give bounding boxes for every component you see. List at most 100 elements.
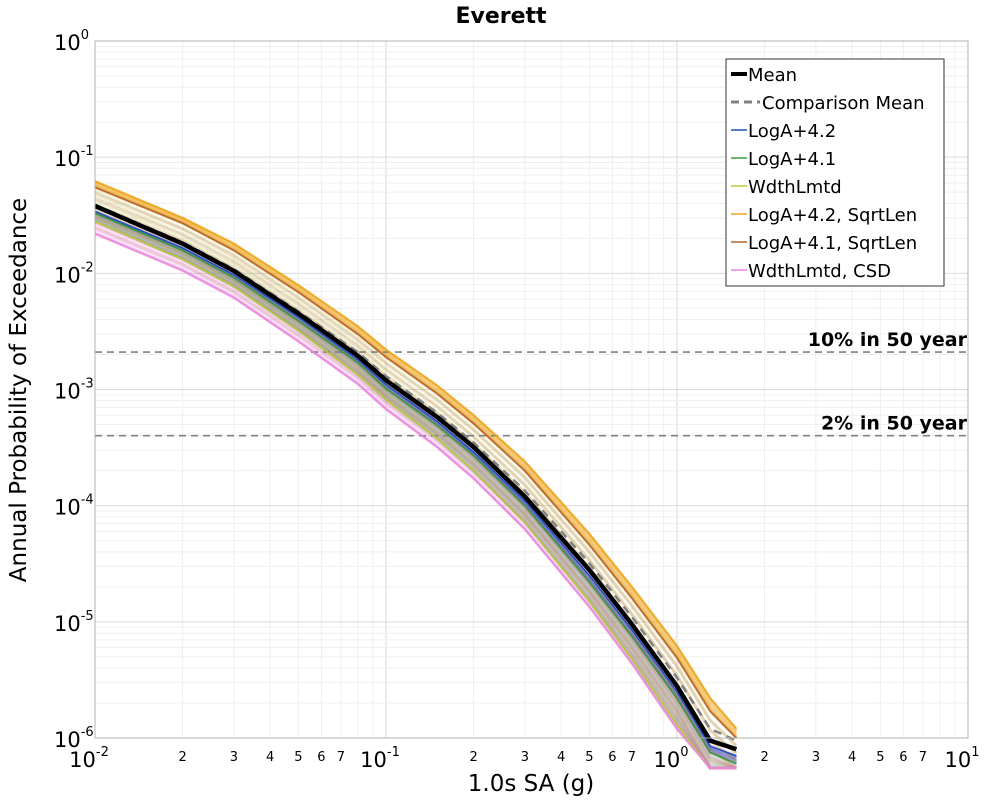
branch-curve <box>94 189 738 748</box>
branch-curve <box>94 209 738 770</box>
branch-curve <box>94 220 737 770</box>
x-minor-tick-label: 3 <box>812 750 820 765</box>
curve-bands <box>94 179 738 770</box>
branch-curve <box>94 232 737 770</box>
branch-curve <box>94 220 737 770</box>
branch-curve <box>94 226 737 770</box>
y-tick-label: 10-1 <box>54 144 94 171</box>
series-line <box>94 203 738 752</box>
branch-curve <box>94 210 737 762</box>
branch-curve <box>94 216 737 770</box>
reference-line-label: 2% in 50 year <box>821 413 968 435</box>
branch-curve <box>94 214 737 770</box>
branch-curve <box>94 223 737 770</box>
x-tick-label: 10-1 <box>360 745 400 772</box>
series-line <box>94 210 737 757</box>
x-minor-tick-label: 5 <box>294 750 302 765</box>
branch-curve <box>94 211 737 763</box>
branch-curve <box>94 211 737 766</box>
x-minor-tick-label: 6 <box>899 750 907 765</box>
branch-curve <box>94 191 738 747</box>
legend-entry: Mean <box>748 65 797 86</box>
x-minor-tick-label: 2 <box>469 750 477 765</box>
branch-curve <box>94 181 738 733</box>
branch-curve <box>94 211 737 764</box>
branch-curve <box>94 220 737 770</box>
series-line <box>94 232 737 769</box>
branch-curve <box>94 221 737 770</box>
branch-curve <box>94 219 737 770</box>
x-minor-tick-label: 3 <box>230 750 238 765</box>
x-minor-tick-label: 7 <box>628 750 636 765</box>
series-line <box>94 220 737 769</box>
branch-curve <box>94 204 738 770</box>
y-tick-label: 10-3 <box>54 377 94 404</box>
legend-entry: WdthLmtd, CSD <box>748 261 891 282</box>
branch-curve <box>94 218 737 770</box>
x-minor-tick-label: 2 <box>760 750 768 765</box>
branch-curve <box>94 215 737 770</box>
x-tick-label: 100 <box>653 745 688 772</box>
legend-entry: Comparison Mean <box>762 93 925 114</box>
branch-curve <box>94 210 737 770</box>
branch-curve <box>94 211 737 766</box>
legend-entry: LogA+4.2 <box>748 121 836 142</box>
branch-curve <box>94 215 737 769</box>
x-minor-tick-label: 4 <box>266 750 274 765</box>
reference-lines: 10% in 50 year 2% in 50 year <box>95 329 968 437</box>
y-tick-label: 100 <box>54 28 89 55</box>
branch-curve <box>94 214 737 770</box>
x-minor-tick-label: 7 <box>337 750 345 765</box>
branch-curve <box>94 182 738 735</box>
branch-curve <box>94 194 738 757</box>
series-line <box>94 186 737 739</box>
branch-curve <box>94 182 738 734</box>
x-minor-tick-label: 3 <box>521 750 529 765</box>
branch-curve <box>94 215 737 770</box>
reference-line-label: 10% in 50 year <box>808 329 968 351</box>
plot-frame <box>94 40 969 739</box>
x-minor-tick-label: 6 <box>608 750 616 765</box>
branch-curve <box>94 210 737 761</box>
branch-curve <box>94 183 738 736</box>
x-tick-label: 10-2 <box>69 745 109 772</box>
branch-curve <box>94 184 738 739</box>
legend-entry: WdthLmtd <box>748 177 842 198</box>
series-line <box>94 212 737 765</box>
legend-box <box>725 58 945 287</box>
branch-curve <box>94 232 737 770</box>
branch-curve <box>94 185 738 738</box>
y-tick-label: 10-6 <box>54 725 94 752</box>
x-minor-tick-label: 6 <box>317 750 325 765</box>
branch-curve <box>94 212 738 770</box>
x-axis-label: 1.0s SA (g) <box>468 771 595 797</box>
x-tick-label: 101 <box>944 745 979 772</box>
legend-entry: LogA+4.2, SqrtLen <box>748 205 917 226</box>
y-tick-label: 10-5 <box>54 609 94 636</box>
branch-curve <box>94 197 738 755</box>
x-minor-tick-label: 5 <box>585 750 593 765</box>
legend: Mean Comparison Mean LogA+4.2 LogA+4.1 WdthL… <box>725 58 945 287</box>
x-minor-tick-label: 2 <box>178 750 186 765</box>
legend-entry: LogA+4.1 <box>748 149 836 170</box>
branch-curve <box>94 184 738 737</box>
x-minor-tick-label: 4 <box>557 750 565 765</box>
y-axis-label: Annual Probability of Exceedance <box>6 198 32 582</box>
y-tick-label: 10-2 <box>54 260 94 287</box>
chart-title: Everett <box>455 4 547 29</box>
series-line <box>94 203 737 742</box>
series-line <box>94 180 737 730</box>
y-tick-label: 10-4 <box>54 493 94 520</box>
branch-curve <box>94 211 737 765</box>
x-minor-tick-label: 4 <box>848 750 856 765</box>
branch-curve <box>94 199 738 765</box>
branch-curve <box>94 229 737 770</box>
x-minor-tick-label: 7 <box>919 750 927 765</box>
branch-curve <box>94 217 737 770</box>
legend-entry: LogA+4.1, SqrtLen <box>748 233 917 254</box>
branch-curve <box>94 212 737 763</box>
series-lines <box>94 180 738 769</box>
x-minor-tick-label: 5 <box>876 750 884 765</box>
